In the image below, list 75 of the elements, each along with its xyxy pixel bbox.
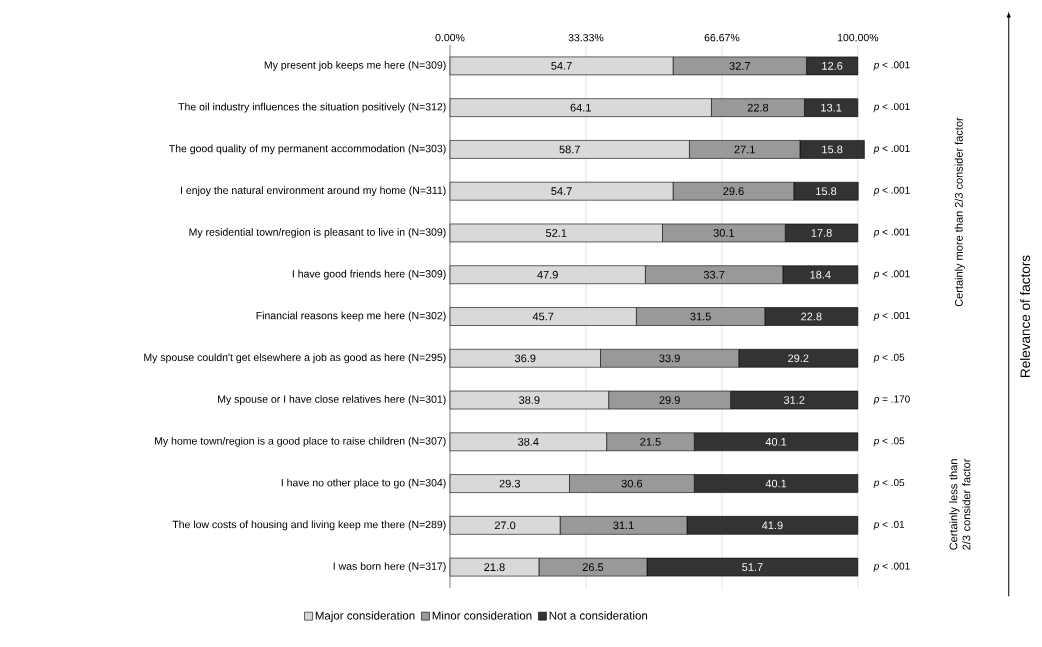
- data-label: 13.1: [821, 103, 842, 112]
- data-label: 32.7: [729, 62, 750, 70]
- y-tick-label: My home town/region is a good place to raise children (N=307): [155, 436, 446, 447]
- y-tick-label: My spouse couldn't get elsewhere a job as good as here (N=295): [144, 353, 446, 364]
- data-label: 33.9: [659, 354, 680, 363]
- text: Certainly less than 2/3 consider factor: [949, 458, 971, 550]
- text: p < .001: [873, 186, 910, 196]
- data-label: 15.8: [822, 145, 843, 154]
- text: p < .05: [873, 479, 905, 489]
- x-tick-label: 0.00%: [435, 33, 465, 42]
- data-label: 27.0: [494, 521, 516, 530]
- text: p < .001: [873, 103, 910, 113]
- data-label: 22.8: [801, 312, 822, 321]
- y-tick-label: The low costs of housing and living keep me there (N=289): [172, 520, 446, 531]
- x-tick-label: 33.33%: [568, 33, 604, 42]
- x-tick-label: 66.67%: [704, 33, 740, 42]
- data-label: 31.2: [783, 396, 805, 404]
- y-tick-label: I enjoy the natural environment around my home (N=311): [181, 186, 446, 197]
- y-tick-label: My residential town/region is pleasant to live in (N=309): [189, 228, 446, 238]
- legend-label: Minor consideration: [432, 611, 532, 620]
- data-label: 29.3: [499, 479, 520, 488]
- data-label: 41.9: [761, 521, 783, 530]
- legend-label: Not a consideration: [549, 611, 648, 620]
- text: p < .001: [873, 270, 910, 280]
- data-label: 64.1: [570, 103, 591, 112]
- data-label: 21.8: [484, 563, 505, 571]
- data-label: 58.7: [559, 145, 580, 154]
- data-label: 40.1: [765, 479, 787, 488]
- y-tick-label: My spouse or I have close relatives here (N=301): [218, 395, 446, 405]
- data-label: 30.6: [621, 479, 643, 488]
- data-label: 17.8: [811, 229, 832, 237]
- y-tick-label: The good quality of my permanent accommodation (N=303): [169, 144, 446, 155]
- text: p = .170: [873, 395, 910, 405]
- data-label: 12.6: [822, 62, 843, 70]
- y-tick-label: I have no other place to go (N=304): [281, 478, 446, 489]
- data-label: 47.9: [537, 270, 558, 279]
- text: p < .001: [873, 61, 910, 71]
- data-label: 38.4: [518, 437, 539, 446]
- data-label: 29.9: [659, 396, 680, 404]
- text: p < .001: [873, 144, 910, 154]
- data-label: 36.9: [514, 354, 536, 363]
- legend-label: Major consideration: [315, 611, 415, 622]
- data-label: 51.7: [742, 563, 763, 571]
- text: p < .05: [873, 353, 905, 363]
- x-tick-label: 100.00%: [837, 33, 879, 42]
- text: p < .05: [873, 437, 905, 447]
- data-label: 29.6: [723, 187, 744, 196]
- data-label: 31.5: [690, 312, 711, 321]
- data-label: 54.7: [551, 62, 572, 70]
- text: p < .001: [873, 562, 910, 572]
- data-label: 45.7: [532, 312, 554, 321]
- text: p < .001: [873, 228, 910, 238]
- data-label: 21.5: [640, 437, 661, 446]
- data-label: 26.5: [582, 563, 604, 571]
- data-label: 27.1: [734, 145, 755, 154]
- data-label: 54.7: [551, 187, 572, 196]
- text: Relevance of factors: [1020, 255, 1031, 377]
- y-tick-label: Financial reasons keep me here (N=302): [256, 311, 446, 322]
- data-label: 33.7: [703, 270, 725, 279]
- data-label: 22.8: [747, 103, 769, 112]
- data-label: 15.8: [816, 187, 837, 196]
- data-label: 52.1: [545, 229, 567, 237]
- data-label: 31.1: [613, 521, 634, 530]
- text: p < .01: [873, 520, 905, 530]
- text: Certainly more than 2/3 consider factor: [954, 117, 965, 307]
- data-label: 40.1: [765, 437, 787, 446]
- y-tick-label: My present job keeps me here (N=309): [264, 61, 446, 71]
- y-tick-label: I was born here (N=317): [333, 562, 446, 573]
- data-label: 30.1: [713, 229, 735, 237]
- y-tick-label: I have good friends here (N=309): [292, 269, 446, 280]
- data-label: 29.2: [788, 354, 809, 363]
- y-tick-label: The oil industry influences the situation positively (N=312): [178, 102, 446, 113]
- text: p < .001: [873, 311, 910, 322]
- data-label: 38.9: [519, 396, 540, 404]
- data-label: 18.4: [810, 270, 831, 279]
